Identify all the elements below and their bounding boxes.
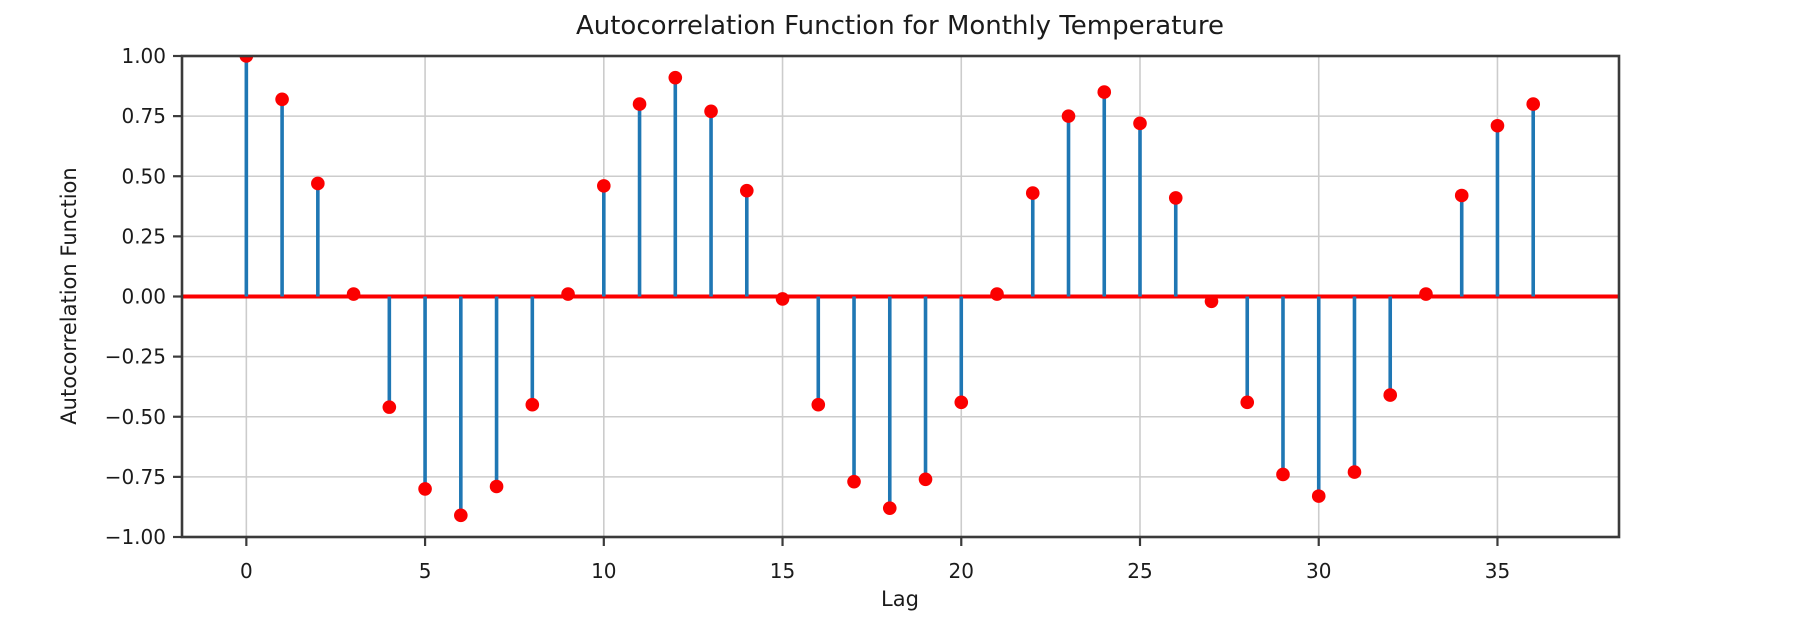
y-tick-label: −1.00 bbox=[105, 525, 166, 549]
stems-layer bbox=[244, 56, 1536, 516]
x-tick-label: 30 bbox=[1306, 559, 1331, 583]
data-point-marker bbox=[1419, 287, 1433, 301]
data-point-marker bbox=[847, 474, 861, 489]
y-tick-label: −0.25 bbox=[105, 345, 166, 369]
data-point-marker bbox=[454, 508, 468, 523]
data-point-marker bbox=[1490, 118, 1505, 133]
data-point-marker bbox=[525, 397, 540, 412]
data-point-marker bbox=[382, 400, 397, 414]
data-point-marker bbox=[597, 179, 611, 193]
data-point-marker bbox=[1347, 465, 1362, 479]
y-tick-label: −0.75 bbox=[105, 465, 166, 489]
y-tick-label: 0.75 bbox=[121, 104, 166, 128]
x-tick-label: 0 bbox=[240, 559, 253, 583]
x-axis-label: Lag bbox=[881, 587, 919, 611]
markers-layer bbox=[239, 56, 1541, 523]
data-point-marker bbox=[1276, 467, 1290, 482]
data-point-marker bbox=[418, 482, 432, 496]
data-point-marker bbox=[1168, 191, 1183, 205]
data-point-marker bbox=[954, 395, 969, 410]
data-point-marker bbox=[1454, 188, 1469, 203]
x-tick-label: 25 bbox=[1127, 559, 1152, 583]
data-point-marker bbox=[775, 292, 790, 306]
y-tick-label: 0.25 bbox=[121, 224, 166, 248]
y-tick-label: 1.00 bbox=[121, 44, 166, 68]
x-tick-label: 35 bbox=[1485, 559, 1510, 583]
data-point-marker bbox=[275, 92, 289, 107]
data-point-marker bbox=[346, 287, 361, 301]
data-point-marker bbox=[882, 501, 897, 515]
data-point-marker bbox=[1133, 116, 1147, 131]
y-tick-label: 0.00 bbox=[121, 285, 166, 309]
data-point-marker bbox=[918, 472, 933, 487]
data-point-marker bbox=[1204, 294, 1219, 309]
data-point-marker bbox=[1383, 388, 1398, 402]
x-tick-label: 5 bbox=[419, 559, 432, 583]
y-tick-label: −0.50 bbox=[105, 405, 166, 429]
x-tick-label: 15 bbox=[770, 559, 795, 583]
data-point-marker bbox=[489, 479, 504, 494]
x-tick-label: 20 bbox=[949, 559, 974, 583]
data-point-marker bbox=[739, 183, 754, 198]
data-point-marker bbox=[704, 104, 718, 119]
data-point-marker bbox=[311, 176, 325, 191]
data-point-marker bbox=[1061, 109, 1076, 123]
data-point-marker bbox=[811, 397, 826, 412]
data-point-marker bbox=[1025, 186, 1040, 200]
data-point-marker bbox=[561, 287, 575, 301]
data-point-marker bbox=[239, 56, 254, 63]
ticks-layer: 0 5 10 15 20 25 30 35 1.00 0.75 0.50 0.25 0.00 −0.25 −… bbox=[105, 44, 1510, 583]
data-point-marker bbox=[1526, 97, 1541, 111]
data-point-marker bbox=[1240, 395, 1255, 410]
data-point-marker bbox=[1097, 85, 1112, 99]
data-point-marker bbox=[1311, 489, 1326, 503]
data-point-marker bbox=[990, 287, 1004, 301]
data-point-marker bbox=[632, 97, 647, 111]
data-point-marker bbox=[668, 70, 683, 85]
y-axis-label: Autocorrelation Function bbox=[57, 167, 81, 424]
y-tick-label: 0.50 bbox=[121, 164, 166, 188]
x-tick-label: 10 bbox=[591, 559, 616, 583]
chart-title: Autocorrelation Function for Monthly Tem… bbox=[576, 11, 1224, 41]
